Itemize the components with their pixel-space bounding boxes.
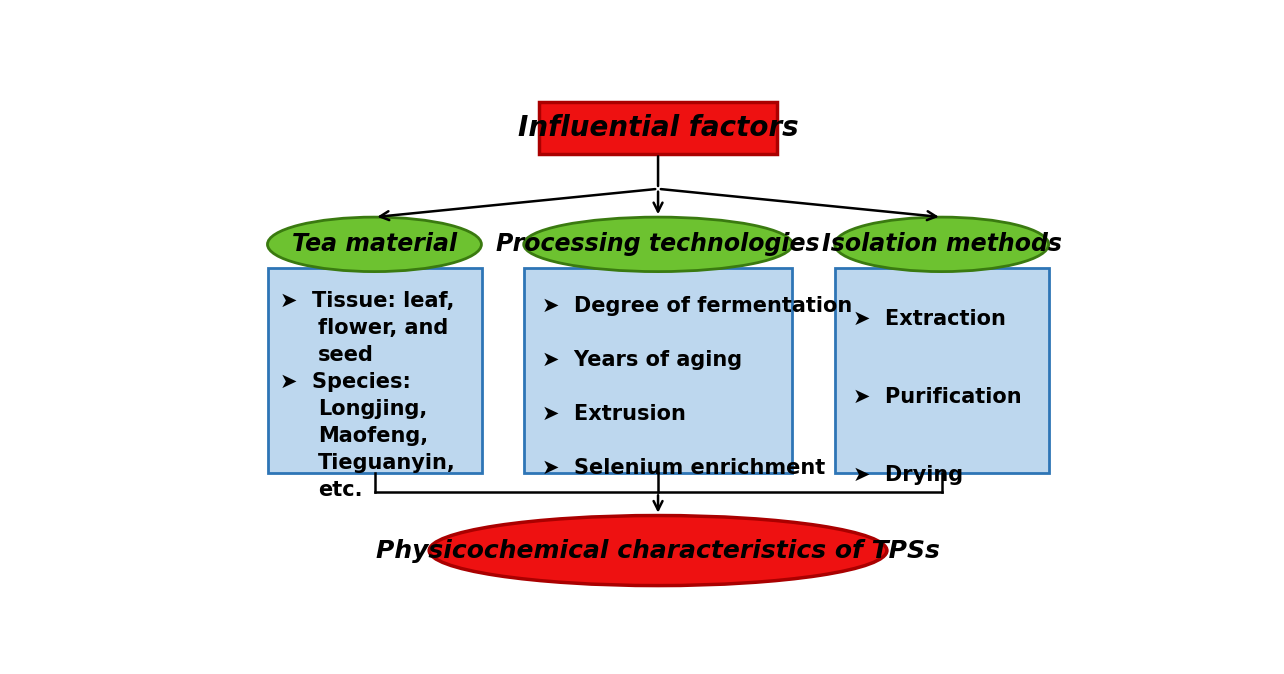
Text: ➤  Purification: ➤ Purification: [853, 387, 1022, 407]
Text: etc.: etc.: [317, 480, 362, 500]
Text: Processing technologies: Processing technologies: [496, 233, 820, 256]
Text: Longjing,: Longjing,: [317, 399, 428, 419]
FancyBboxPatch shape: [524, 268, 792, 472]
FancyBboxPatch shape: [835, 268, 1049, 472]
Text: Maofeng,: Maofeng,: [317, 426, 428, 446]
Text: ➤  Tissue: leaf,: ➤ Tissue: leaf,: [280, 291, 455, 311]
Text: Tea material: Tea material: [291, 233, 457, 256]
Text: ➤  Years of aging: ➤ Years of aging: [542, 350, 742, 370]
Text: Isolation methods: Isolation methods: [822, 233, 1062, 256]
Text: ➤  Extraction: ➤ Extraction: [853, 309, 1005, 329]
Text: ➤  Drying: ➤ Drying: [853, 465, 963, 485]
Text: Physicochemical characteristics of TPSs: Physicochemical characteristics of TPSs: [376, 539, 940, 563]
FancyBboxPatch shape: [539, 102, 778, 154]
Ellipse shape: [524, 217, 792, 272]
Text: Tieguanyin,: Tieguanyin,: [317, 453, 456, 473]
Text: ➤  Degree of fermentation: ➤ Degree of fermentation: [542, 297, 851, 316]
Text: ➤  Selenium enrichment: ➤ Selenium enrichment: [542, 458, 824, 478]
Ellipse shape: [429, 516, 887, 586]
Ellipse shape: [835, 217, 1049, 272]
Text: flower, and: flower, and: [317, 318, 448, 338]
Text: ➤  Species:: ➤ Species:: [280, 372, 411, 392]
Text: seed: seed: [317, 345, 374, 365]
Ellipse shape: [267, 217, 482, 272]
Text: ➤  Extrusion: ➤ Extrusion: [542, 404, 686, 424]
Text: Influential factors: Influential factors: [517, 114, 799, 142]
FancyBboxPatch shape: [268, 268, 482, 472]
